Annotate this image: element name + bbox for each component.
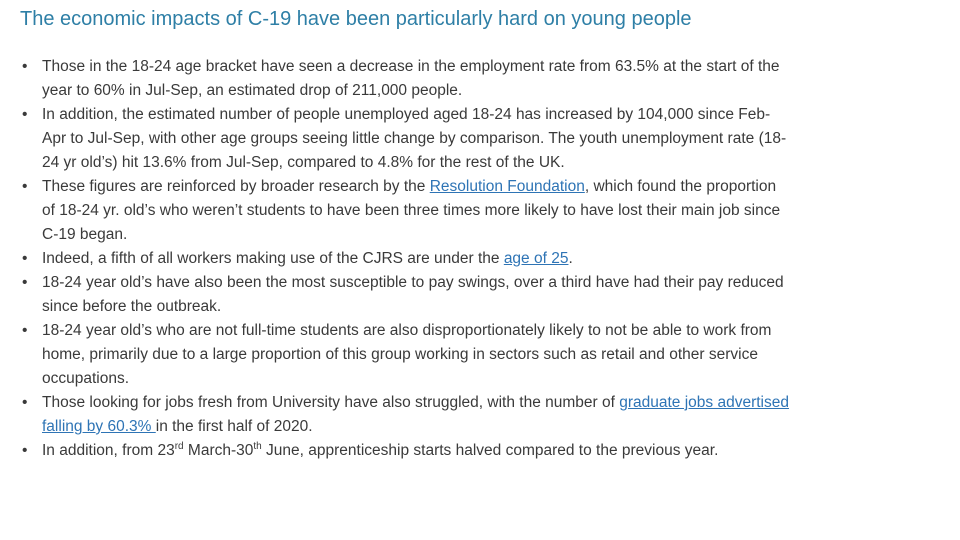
bullet: 18-24 year old’s have also been the most…: [20, 271, 790, 319]
bullet-text: 18-24 year old’s have also been the most…: [42, 274, 784, 315]
bullet-text: Those looking for jobs fresh from Univer…: [42, 394, 620, 411]
superscript: th: [253, 440, 262, 452]
bullet-text: Those in the 18-24 age bracket have seen…: [42, 58, 780, 99]
bullet: In addition, the estimated number of peo…: [20, 103, 790, 175]
bullet: In addition, from 23rd March-30th June, …: [20, 439, 790, 463]
link[interactable]: age of 25: [503, 250, 569, 267]
bullet-text: In addition, the estimated number of peo…: [42, 106, 787, 171]
bullet-text: June, apprenticeship starts halved compa…: [261, 442, 719, 459]
superscript: rd: [174, 440, 184, 452]
bullet-text: in the first half of 2020.: [155, 418, 313, 435]
bullet-list: Those in the 18-24 age bracket have seen…: [20, 55, 790, 463]
bullet: These figures are reinforced by broader …: [20, 175, 790, 247]
bullet-text: In addition, from 23: [42, 442, 175, 459]
bullet-text: 18-24 year old’s who are not full-time s…: [42, 322, 772, 387]
bullet: Those looking for jobs fresh from Univer…: [20, 391, 790, 439]
bullet: Indeed, a fifth of all workers making us…: [20, 247, 790, 271]
bullet-text: These figures are reinforced by broader …: [42, 178, 430, 195]
bullet-text: Indeed, a fifth of all workers making us…: [42, 250, 504, 267]
bullet: Those in the 18-24 age bracket have seen…: [20, 55, 790, 103]
link[interactable]: graduate jobs advertised falling by 60.3…: [42, 394, 789, 435]
bullet-text: March-30: [183, 442, 254, 459]
bullet-text: .: [568, 250, 573, 267]
link[interactable]: Resolution Foundation: [429, 178, 585, 195]
bullet-text: , which found the proportion of 18-24 yr…: [42, 178, 781, 243]
bullet: 18-24 year old’s who are not full-time s…: [20, 319, 790, 391]
slide-title: The economic impacts of C-19 have been p…: [20, 8, 692, 30]
